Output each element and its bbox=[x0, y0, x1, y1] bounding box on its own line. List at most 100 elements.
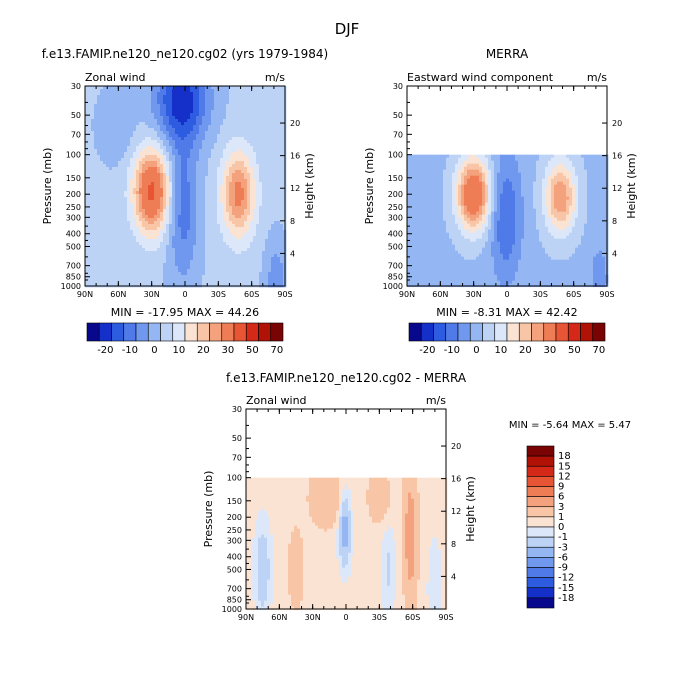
heatmap-cell bbox=[199, 146, 203, 150]
heatmap-cell bbox=[262, 248, 266, 252]
heatmap-cell bbox=[118, 191, 122, 195]
heatmap-cell bbox=[154, 203, 158, 207]
heatmap-cell bbox=[178, 122, 182, 126]
heatmap-cell bbox=[247, 197, 251, 201]
heatmap-cell bbox=[178, 233, 182, 237]
heatmap-cell bbox=[160, 248, 164, 252]
heatmap-cell bbox=[91, 104, 95, 108]
heatmap-cell bbox=[271, 173, 275, 177]
heatmap-cell bbox=[88, 215, 92, 219]
heatmap-cell bbox=[139, 191, 143, 195]
heatmap-cell bbox=[416, 262, 420, 267]
heatmap-cell bbox=[136, 152, 140, 156]
heatmap-cell bbox=[97, 248, 101, 252]
heatmap-cell bbox=[238, 110, 242, 114]
heatmap-cell bbox=[181, 128, 185, 132]
heatmap-cell bbox=[271, 101, 275, 105]
heatmap-cell bbox=[229, 113, 233, 117]
heatmap-cell bbox=[214, 278, 218, 282]
heatmap-cell bbox=[244, 98, 248, 102]
heatmap-cell bbox=[178, 110, 182, 114]
heatmap-cell bbox=[265, 137, 269, 141]
heatmap-cell bbox=[91, 113, 95, 117]
heatmap-cell bbox=[220, 224, 224, 228]
heatmap-cell bbox=[85, 137, 89, 141]
heatmap-cell bbox=[410, 193, 414, 198]
heatmap-cell bbox=[196, 176, 200, 180]
heatmap-cell bbox=[154, 101, 158, 105]
heatmap-cell bbox=[148, 137, 152, 141]
heatmap-cell bbox=[262, 149, 266, 153]
heatmap-cell bbox=[133, 86, 137, 90]
heatmap-cell bbox=[121, 209, 125, 213]
heatmap-cell bbox=[133, 245, 137, 249]
heatmap-cell bbox=[139, 221, 143, 225]
heatmap-cell bbox=[91, 167, 95, 171]
heatmap-cell bbox=[184, 236, 188, 240]
heatmap-cell bbox=[172, 152, 176, 156]
heatmap-cell bbox=[115, 218, 119, 222]
heatmap-cell bbox=[172, 131, 176, 135]
heatmap-cell bbox=[262, 260, 266, 264]
heatmap-cell bbox=[280, 170, 284, 174]
heatmap-cell bbox=[184, 248, 188, 252]
heatmap-cell bbox=[169, 155, 173, 159]
heatmap-cell bbox=[127, 116, 131, 120]
heatmap-cell bbox=[413, 250, 417, 255]
heatmap-cell bbox=[184, 146, 188, 150]
heatmap-cell bbox=[265, 200, 269, 204]
heatmap-cell bbox=[247, 86, 251, 90]
heatmap-cell bbox=[184, 101, 188, 105]
heatmap-cell bbox=[121, 242, 125, 246]
heatmap-cell bbox=[136, 194, 140, 198]
heatmap-cell bbox=[214, 155, 218, 159]
heatmap-cell bbox=[268, 92, 272, 96]
heatmap-cell bbox=[193, 236, 197, 240]
heatmap-cell bbox=[226, 185, 230, 189]
heatmap-cell bbox=[157, 155, 161, 159]
heatmap-cell bbox=[145, 131, 149, 135]
heatmap-cell bbox=[226, 200, 230, 204]
heatmap-cell bbox=[103, 278, 107, 282]
heatmap-cell bbox=[124, 134, 128, 138]
heatmap-cell bbox=[100, 86, 104, 90]
heatmap-cell bbox=[100, 200, 104, 204]
heatmap-cell bbox=[244, 275, 248, 279]
heatmap-cell bbox=[85, 230, 89, 234]
heatmap-cell bbox=[262, 98, 266, 102]
heatmap-cell bbox=[265, 197, 269, 201]
heatmap-cell bbox=[160, 227, 164, 231]
heatmap-cell bbox=[181, 266, 185, 270]
heatmap-cell bbox=[154, 278, 158, 282]
heatmap-cell bbox=[106, 263, 110, 267]
heatmap-cell bbox=[157, 251, 161, 255]
heatmap-cell bbox=[121, 173, 125, 177]
heatmap-cell bbox=[208, 179, 212, 183]
heatmap-cell bbox=[91, 107, 95, 111]
heatmap-cell bbox=[118, 224, 122, 228]
heatmap-cell bbox=[422, 223, 426, 228]
heatmap-cell bbox=[416, 238, 420, 243]
heatmap-cell bbox=[169, 95, 173, 99]
heatmap-cell bbox=[241, 203, 245, 207]
heatmap-cell bbox=[175, 134, 179, 138]
heatmap-cell bbox=[172, 161, 176, 165]
heatmap-cell bbox=[208, 125, 212, 129]
heatmap-cell bbox=[274, 173, 278, 177]
heatmap-cell bbox=[118, 161, 122, 165]
heatmap-cell bbox=[175, 272, 179, 276]
heatmap-cell bbox=[202, 254, 206, 258]
heatmap-cell bbox=[226, 176, 230, 180]
heatmap-cell bbox=[190, 278, 194, 282]
y-tick-label: 250 bbox=[66, 203, 81, 212]
heatmap-cell bbox=[211, 89, 215, 93]
heatmap-cell bbox=[217, 95, 221, 99]
heatmap-cell bbox=[205, 191, 209, 195]
heatmap-cell bbox=[124, 281, 128, 285]
heatmap-cell bbox=[256, 125, 260, 129]
heatmap-cell bbox=[193, 176, 197, 180]
heatmap-cell bbox=[226, 152, 230, 156]
heatmap-cell bbox=[193, 89, 197, 93]
heatmap-cell bbox=[97, 194, 101, 198]
heatmap-cell bbox=[428, 235, 432, 240]
